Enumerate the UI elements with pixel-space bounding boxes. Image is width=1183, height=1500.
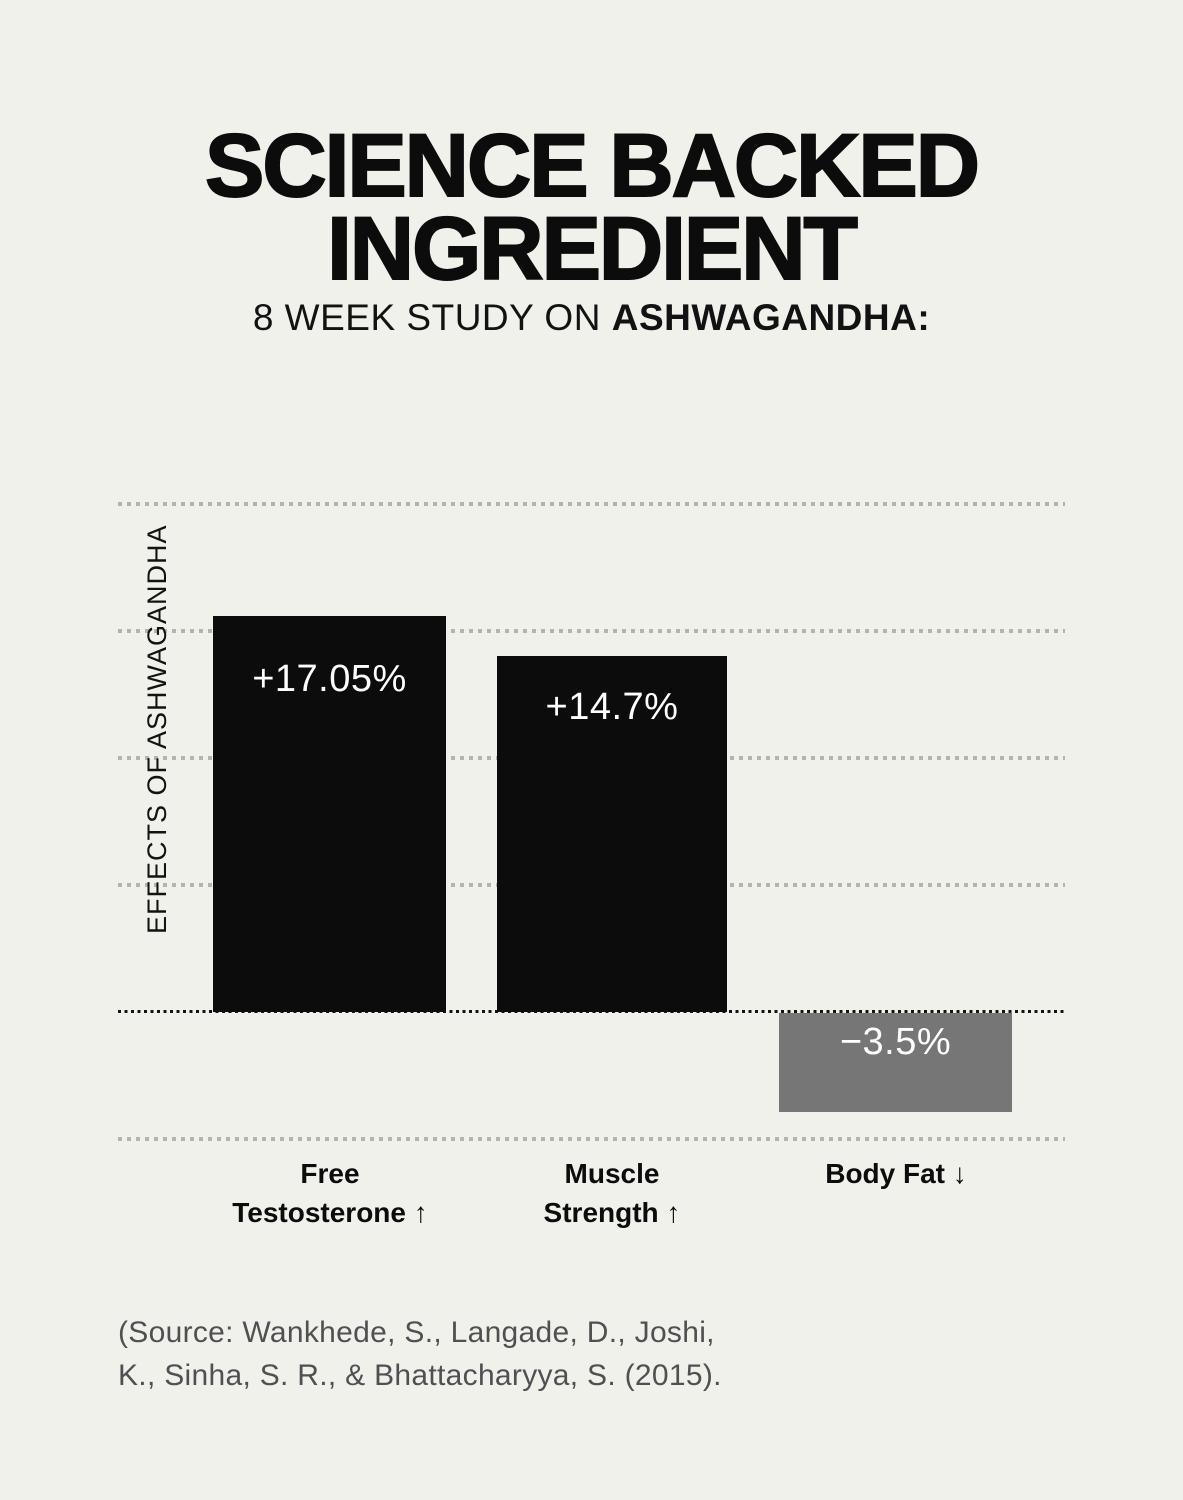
gridline-bottom xyxy=(118,1137,1065,1141)
x-label-line1: Body Fat ↓ xyxy=(825,1158,967,1189)
subtitle-emphasis: ASHWAGANDHA: xyxy=(611,297,931,338)
bar-value-label: +14.7% xyxy=(545,686,679,728)
source-line2: K., Sinha, S. R., & Bhattacharyya, S. (2… xyxy=(118,1358,722,1392)
page-subtitle: 8 WEEK STUDY ON ASHWAGANDHA: xyxy=(0,297,1183,339)
subtitle-prefix: 8 WEEK STUDY ON xyxy=(252,297,612,338)
bar-body-fat: −3.5% xyxy=(779,1013,1012,1112)
x-axis-label-muscle-strength: Muscle Strength ↑ xyxy=(452,1154,772,1232)
x-label-line2: Testosterone ↑ xyxy=(232,1197,428,1229)
page-title-line1: SCIENCE BACKED xyxy=(204,115,981,215)
bar-value-label: +17.05% xyxy=(252,658,407,700)
x-label-line2: Strength ↑ xyxy=(543,1197,681,1229)
bar-muscle-strength: +14.7% xyxy=(497,656,727,1012)
bar-value-label: −3.5% xyxy=(839,1021,952,1063)
x-axis-label-body-fat: Body Fat ↓ xyxy=(736,1154,1056,1193)
bar-free-testosterone: +17.05% xyxy=(213,616,446,1012)
y-axis-label: EFFECTS OF ASHWAGANDHA xyxy=(142,524,172,934)
x-axis-label-free-testosterone: Free Testosterone ↑ xyxy=(170,1154,490,1232)
x-label-line1: Free xyxy=(300,1158,360,1189)
source-line1: (Source: Wankhede, S., Langade, D., Josh… xyxy=(118,1316,715,1349)
bar-chart: EFFECTS OF ASHWAGANDHA +17.05% +14.7% −3… xyxy=(118,502,1065,1228)
gridline-2 xyxy=(118,629,1065,633)
gridline-top xyxy=(118,502,1065,506)
x-label-line1: Muscle xyxy=(564,1158,660,1189)
source-citation: (Source: Wankhede, S., Langade, D., Josh… xyxy=(118,1312,722,1397)
page-title-line2: INGREDIENT xyxy=(326,197,859,298)
page-title: SCIENCE BACKED INGREDIENT xyxy=(0,120,1183,294)
